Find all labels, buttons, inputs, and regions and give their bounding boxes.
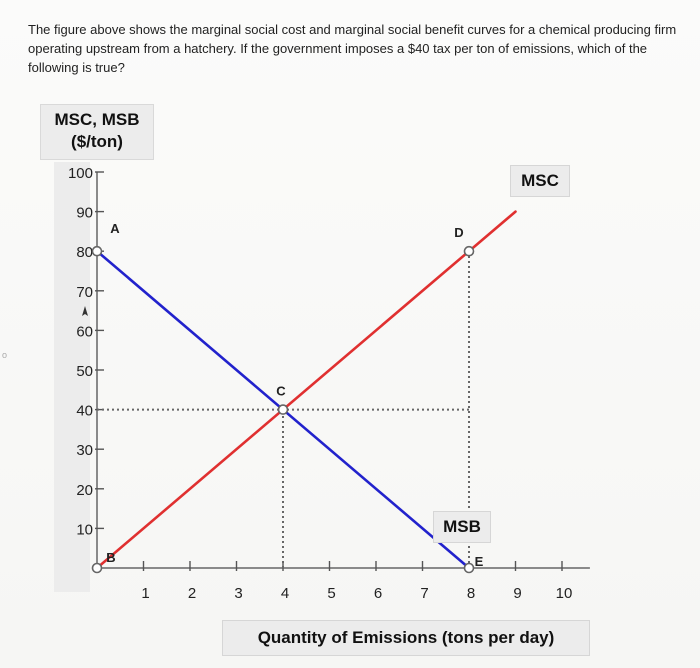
margin-marker: o: [2, 350, 8, 360]
x-axis-label: Quantity of Emissions (tons per day): [222, 620, 590, 656]
x-tick-label: 5: [327, 585, 335, 602]
y-tick-label: 100: [68, 165, 93, 182]
question-text: The figure above shows the marginal soci…: [28, 22, 677, 75]
point-b: [91, 562, 103, 574]
point-d: [463, 245, 475, 257]
x-tick-label: 7: [420, 585, 428, 602]
y-tick-label: 50: [76, 363, 93, 380]
y-axis-label-line1: MSC, MSB: [54, 110, 140, 129]
x-tick-label: 3: [234, 585, 242, 602]
point-label-d: D: [454, 225, 463, 240]
msc-line: [95, 210, 517, 570]
x-tick-label: 4: [281, 585, 289, 602]
x-tick-label: 2: [188, 585, 196, 602]
point-a: [91, 245, 103, 257]
y-axis-band: [54, 162, 90, 592]
x-tick-label: 8: [467, 585, 475, 602]
point-label-e: E: [475, 554, 484, 569]
point-e: [463, 562, 475, 574]
y-tick-label: 30: [76, 442, 93, 459]
x-tick-label: 10: [556, 585, 573, 602]
point-label-a: A: [110, 221, 120, 236]
y-tick-label: 80: [76, 244, 93, 261]
y-axis-label: MSC, MSB ($/ton): [40, 104, 154, 160]
y-tick-label: 60: [76, 323, 93, 340]
y-tick-label: 20: [76, 482, 93, 499]
y-tick-label: 10: [76, 521, 93, 538]
y-tick-label: 90: [76, 205, 93, 222]
x-tick-label: 6: [374, 585, 382, 602]
point-label-b: B: [106, 550, 115, 565]
y-tick-label: 40: [76, 403, 93, 420]
y-axis-label-line2: ($/ton): [71, 132, 123, 151]
x-tick-label: 9: [513, 585, 521, 602]
x-tick-label: 1: [141, 585, 149, 602]
msb-label: MSB: [433, 511, 491, 543]
msc-label: MSC: [510, 165, 570, 197]
point-label-c: C: [276, 384, 286, 399]
y-tick-label: 70: [76, 284, 93, 301]
point-c: [277, 404, 289, 415]
cursor-arrow-icon: [82, 306, 88, 316]
